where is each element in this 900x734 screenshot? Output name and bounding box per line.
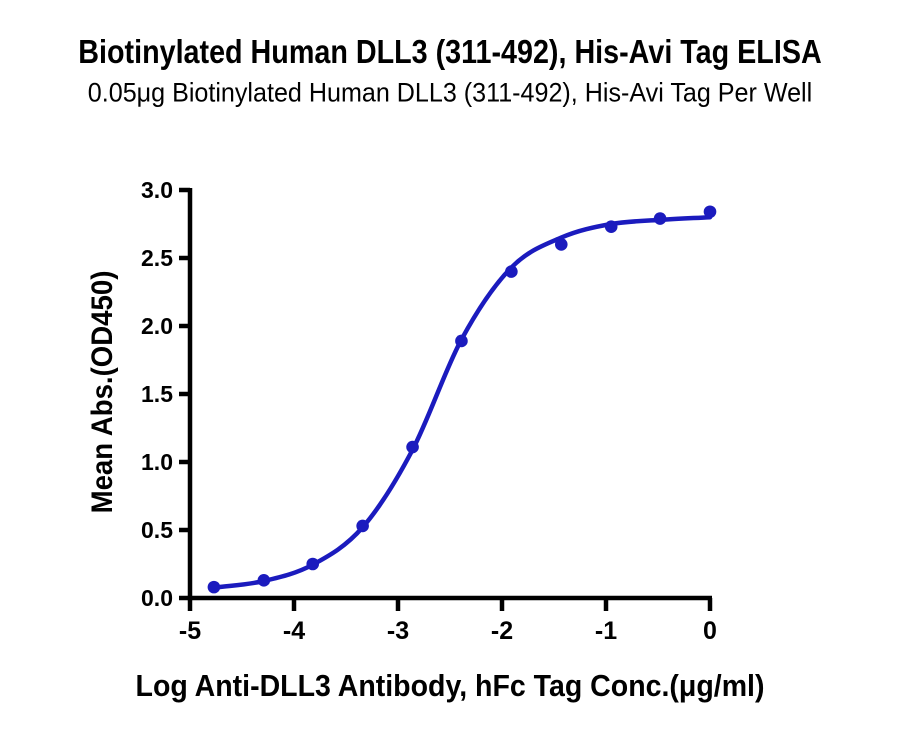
- y-tick-label: 2.5: [141, 245, 173, 271]
- data-point: [257, 574, 271, 587]
- y-tick-label: 3.0: [141, 177, 173, 203]
- y-tick-label: 0.0: [141, 585, 173, 611]
- data-point: [653, 212, 667, 225]
- x-tick-label: 0: [703, 617, 717, 645]
- x-tick-label: -5: [179, 617, 201, 645]
- chart-title: Biotinylated Human DLL3 (311-492), His-A…: [78, 33, 822, 70]
- y-tick-label: 1.5: [141, 381, 173, 407]
- y-tick-label: 2.0: [141, 313, 173, 339]
- data-point: [455, 334, 468, 348]
- x-tick-label: -3: [387, 617, 409, 645]
- x-tick-label: -2: [491, 617, 513, 645]
- data-point: [356, 519, 369, 533]
- x-tick-label: -1: [595, 617, 617, 645]
- fit-curve: [211, 214, 713, 591]
- data-point: [207, 580, 221, 594]
- x-tick-label: -4: [283, 617, 305, 645]
- data-point: [604, 220, 618, 234]
- data-point: [505, 265, 518, 278]
- y-tick-label: 1.0: [141, 449, 173, 475]
- x-axis-label: Log Anti-DLL3 Antibody, hFc Tag Conc.(μg…: [135, 668, 765, 703]
- data-point: [406, 440, 419, 454]
- y-tick-label: 0.5: [141, 517, 173, 543]
- data-point: [703, 205, 717, 219]
- data-point: [554, 238, 568, 251]
- chart-subtitle: 0.05μg Biotinylated Human DLL3 (311-492)…: [87, 77, 813, 108]
- data-point: [306, 557, 320, 571]
